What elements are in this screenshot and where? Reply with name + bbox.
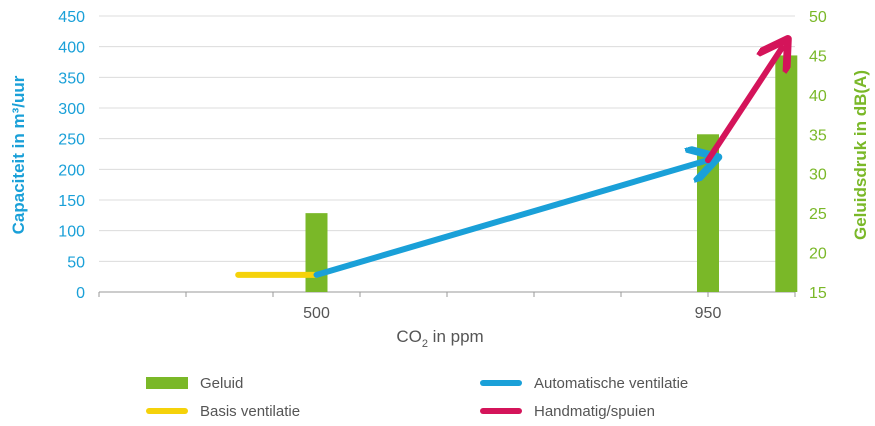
right-tick-label: 40 (809, 88, 827, 105)
right-axis-ticks: 15 20 25 30 35 40 45 50 (809, 9, 827, 302)
x-tick-label: 950 (695, 305, 722, 322)
gridlines (99, 15, 795, 262)
bar-geluid (305, 213, 328, 292)
left-tick-label: 200 (58, 162, 85, 179)
right-tick-label: 30 (809, 167, 827, 184)
right-tick-label: 50 (809, 9, 827, 26)
x-tick-label: 500 (303, 305, 330, 322)
x-axis: 500 950 (98, 291, 796, 322)
right-tick-label: 20 (809, 246, 827, 263)
left-tick-label: 350 (58, 70, 85, 87)
left-tick-label: 400 (58, 40, 85, 57)
legend: Geluid Automatische ventilatie Basis venti… (146, 375, 688, 420)
left-tick-label: 150 (58, 193, 85, 210)
legend-label: Basis ventilatie (200, 403, 300, 420)
right-tick-label: 25 (809, 206, 827, 223)
left-tick-label: 0 (76, 285, 85, 302)
legend-swatch (146, 377, 188, 389)
left-tick-label: 50 (67, 254, 85, 271)
right-tick-label: 15 (809, 285, 827, 302)
bar-geluid (775, 55, 798, 292)
left-axis-ticks: 0 50 100 150 200 250 300 350 400 450 (58, 9, 85, 302)
left-tick-label: 250 (58, 132, 85, 149)
legend-label: Geluid (200, 375, 243, 392)
right-tick-label: 45 (809, 48, 827, 65)
legend-label: Handmatig/spuien (534, 403, 655, 420)
left-axis-title: Capaciteit in m³/uur (9, 75, 28, 234)
line-handmatig-spuien (705, 48, 782, 164)
line-series (235, 48, 782, 278)
left-tick-label: 100 (58, 224, 85, 241)
right-axis-title: Geluidsdruk in dB(A) (851, 70, 870, 240)
left-tick-label: 450 (58, 9, 85, 26)
x-axis-title: CO2 in ppm (396, 327, 483, 350)
left-tick-label: 300 (58, 101, 85, 118)
x-axis-title-main: CO (396, 327, 422, 346)
x-axis-title-rest: in ppm (428, 327, 484, 346)
legend-label: Automatische ventilatie (534, 375, 688, 392)
line-automatische-ventilatie (313, 160, 709, 278)
right-tick-label: 35 (809, 127, 827, 144)
x-axis-title-subscript: 2 (422, 338, 428, 350)
